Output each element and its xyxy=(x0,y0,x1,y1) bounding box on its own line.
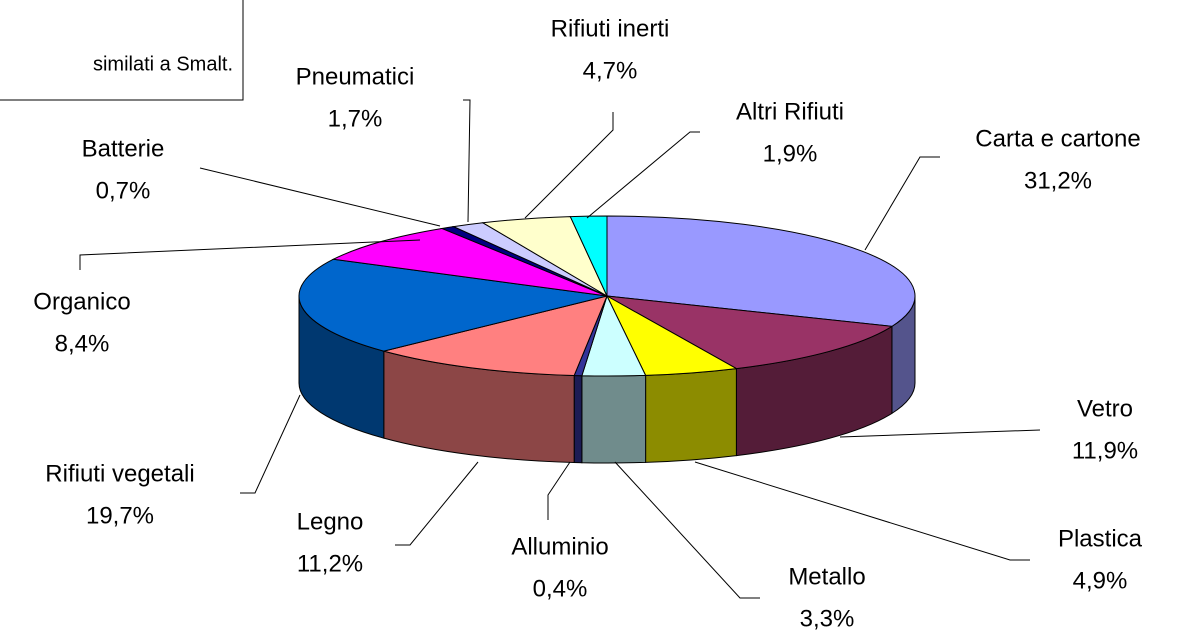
value-label: 1,7% xyxy=(328,105,383,132)
leader-line xyxy=(524,112,614,219)
value-label: 3,3% xyxy=(800,605,855,632)
category-label: Organico xyxy=(33,288,130,315)
leader-line xyxy=(614,461,760,599)
value-label: 0,7% xyxy=(96,177,151,204)
category-label: Batterie xyxy=(82,135,165,162)
category-label: Vetro xyxy=(1077,395,1133,422)
slice-side xyxy=(645,368,737,463)
slice-side xyxy=(581,374,647,464)
annotation: similati a Smalt. xyxy=(93,53,233,75)
category-label: Carta e cartone xyxy=(975,125,1140,152)
value-label: 4,7% xyxy=(583,57,638,84)
category-label: Plastica xyxy=(1058,525,1143,552)
value-label: 11,2% xyxy=(297,550,363,577)
annotation-box xyxy=(0,0,244,101)
leader-line xyxy=(864,156,940,251)
category-label: Alluminio xyxy=(511,533,608,560)
slice xyxy=(606,295,894,370)
slice xyxy=(606,215,916,327)
leader-line xyxy=(79,239,421,270)
value-label: 19,7% xyxy=(86,502,154,529)
value-label: 31,2% xyxy=(1024,167,1092,194)
category-label: Pneumatici xyxy=(296,63,415,90)
value-label: 1,9% xyxy=(763,140,818,167)
category-label: Rifiuti vegetali xyxy=(45,460,194,487)
value-label: 0,4% xyxy=(533,575,588,602)
leader-line xyxy=(463,99,471,223)
value-label: 8,4% xyxy=(55,330,110,357)
category-label: Legno xyxy=(297,508,364,535)
category-label: Altri Rifiuti xyxy=(736,98,844,125)
slice xyxy=(381,295,608,377)
leader-line xyxy=(547,461,571,520)
category-label: Metallo xyxy=(788,563,865,590)
value-label: 11,9% xyxy=(1072,437,1138,464)
category-label: Rifiuti inerti xyxy=(551,15,670,42)
leader-line xyxy=(839,429,1041,438)
value-label: 4,9% xyxy=(1073,567,1128,594)
leader-line xyxy=(240,394,301,494)
slice xyxy=(298,258,608,352)
leader-line xyxy=(199,167,441,227)
slice-side xyxy=(573,375,583,464)
leader-line xyxy=(694,461,1030,561)
leader-line xyxy=(395,461,479,546)
leader-line xyxy=(586,131,700,219)
